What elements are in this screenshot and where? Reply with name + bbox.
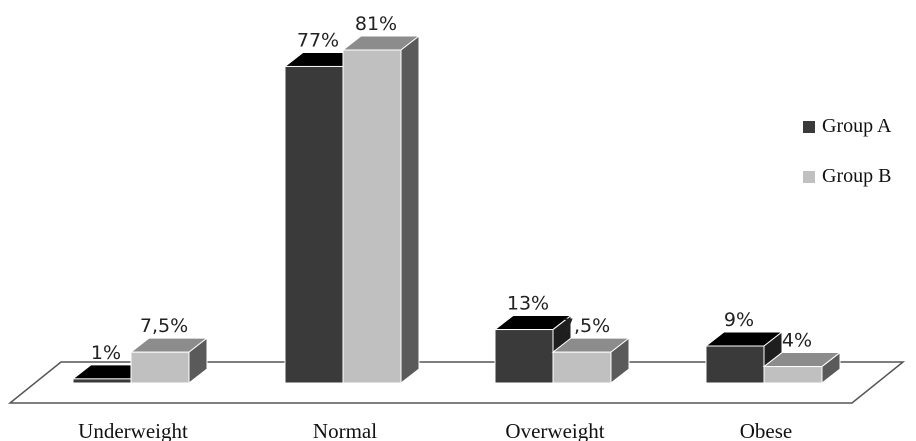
bar-front-group-b-normal [342, 49, 402, 384]
chart-floor [7, 361, 906, 404]
bar-side-group-b-normal [400, 34, 420, 385]
legend-swatch-group-a [803, 121, 815, 133]
bar-group-b-obese [762, 351, 842, 385]
legend-label-group-a: Group A [822, 115, 892, 137]
legend-label-group-b: Group B [822, 165, 891, 187]
category-label-obese: Obese [740, 419, 792, 441]
data-label-group-a-overweight: 13% [507, 293, 549, 315]
category-label-normal: Normal [313, 419, 377, 441]
bar-front-group-b-obese [763, 366, 823, 384]
data-label-group-b-overweight: 7,5% [562, 315, 610, 337]
category-label-overweight: Overweight [505, 419, 604, 441]
bar-front-group-a-underweight [72, 378, 132, 384]
legend-swatch-group-b [803, 171, 815, 183]
data-label-group-b-obese: 4% [782, 330, 812, 352]
category-label-underweight: Underweight [78, 419, 188, 441]
legend-item-group-a: Group A [803, 115, 892, 137]
bar-group-b-normal [341, 34, 421, 385]
bar-front-group-a-obese [705, 345, 765, 384]
bar-front-group-a-normal [284, 65, 344, 384]
data-label-group-b-normal: 81% [355, 13, 397, 35]
data-label-group-a-normal: 77% [297, 29, 339, 51]
bar-group-b-underweight [129, 337, 209, 385]
bar-front-group-b-underweight [130, 351, 190, 384]
bar-front-group-a-overweight [494, 329, 554, 384]
data-label-group-a-obese: 9% [724, 309, 754, 331]
data-label-group-b-underweight: 7,5% [140, 315, 188, 337]
legend-item-group-b: Group B [803, 165, 891, 187]
bar-group-b-overweight [551, 337, 631, 385]
bar-front-group-b-overweight [552, 351, 612, 384]
data-label-group-a-underweight: 1% [91, 342, 121, 364]
